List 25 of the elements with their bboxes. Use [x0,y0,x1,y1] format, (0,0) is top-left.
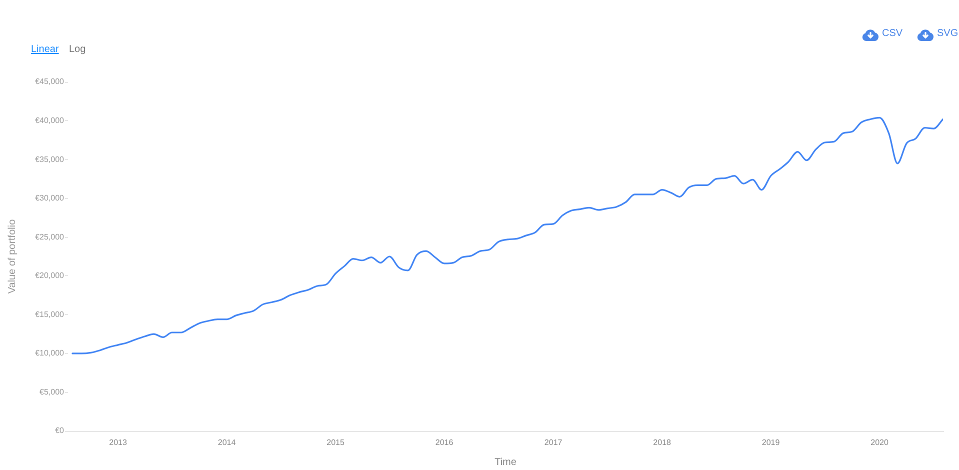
y-tick-label: €0 [55,426,65,436]
text: CSV [882,28,903,40]
y-tick-label: €30,000 [35,194,65,203]
y-tick-label: €25,000 [35,232,65,242]
x-tick-label: 2019 [762,438,780,448]
x-tick-label: 2020 [870,438,889,448]
text: Log [69,44,86,56]
y-tick-label: €10,000 [35,348,65,358]
x-axis-title: Time [494,456,517,468]
x-tick-label: 2013 [109,438,128,448]
y-axis-title: Value of portfolio [6,218,18,294]
x-tick-label: 2014 [218,438,236,448]
x-tick-label: 2017 [544,438,563,448]
text: Linear [31,44,59,56]
text: SVG [937,28,958,40]
x-tick-label: 2015 [326,438,345,448]
y-tick-label: €40,000 [35,116,65,125]
line-series [72,116,943,354]
y-tick-label: €45,000 [35,77,65,86]
y-tick-label: €35,000 [35,154,65,164]
x-tick-label: 2018 [653,438,672,448]
x-tick-label: 2016 [435,438,454,448]
y-tick-label: €5,000 [40,387,65,396]
y-tick-label: €15,000 [35,310,65,319]
y-tick-label: €20,000 [35,271,65,280]
